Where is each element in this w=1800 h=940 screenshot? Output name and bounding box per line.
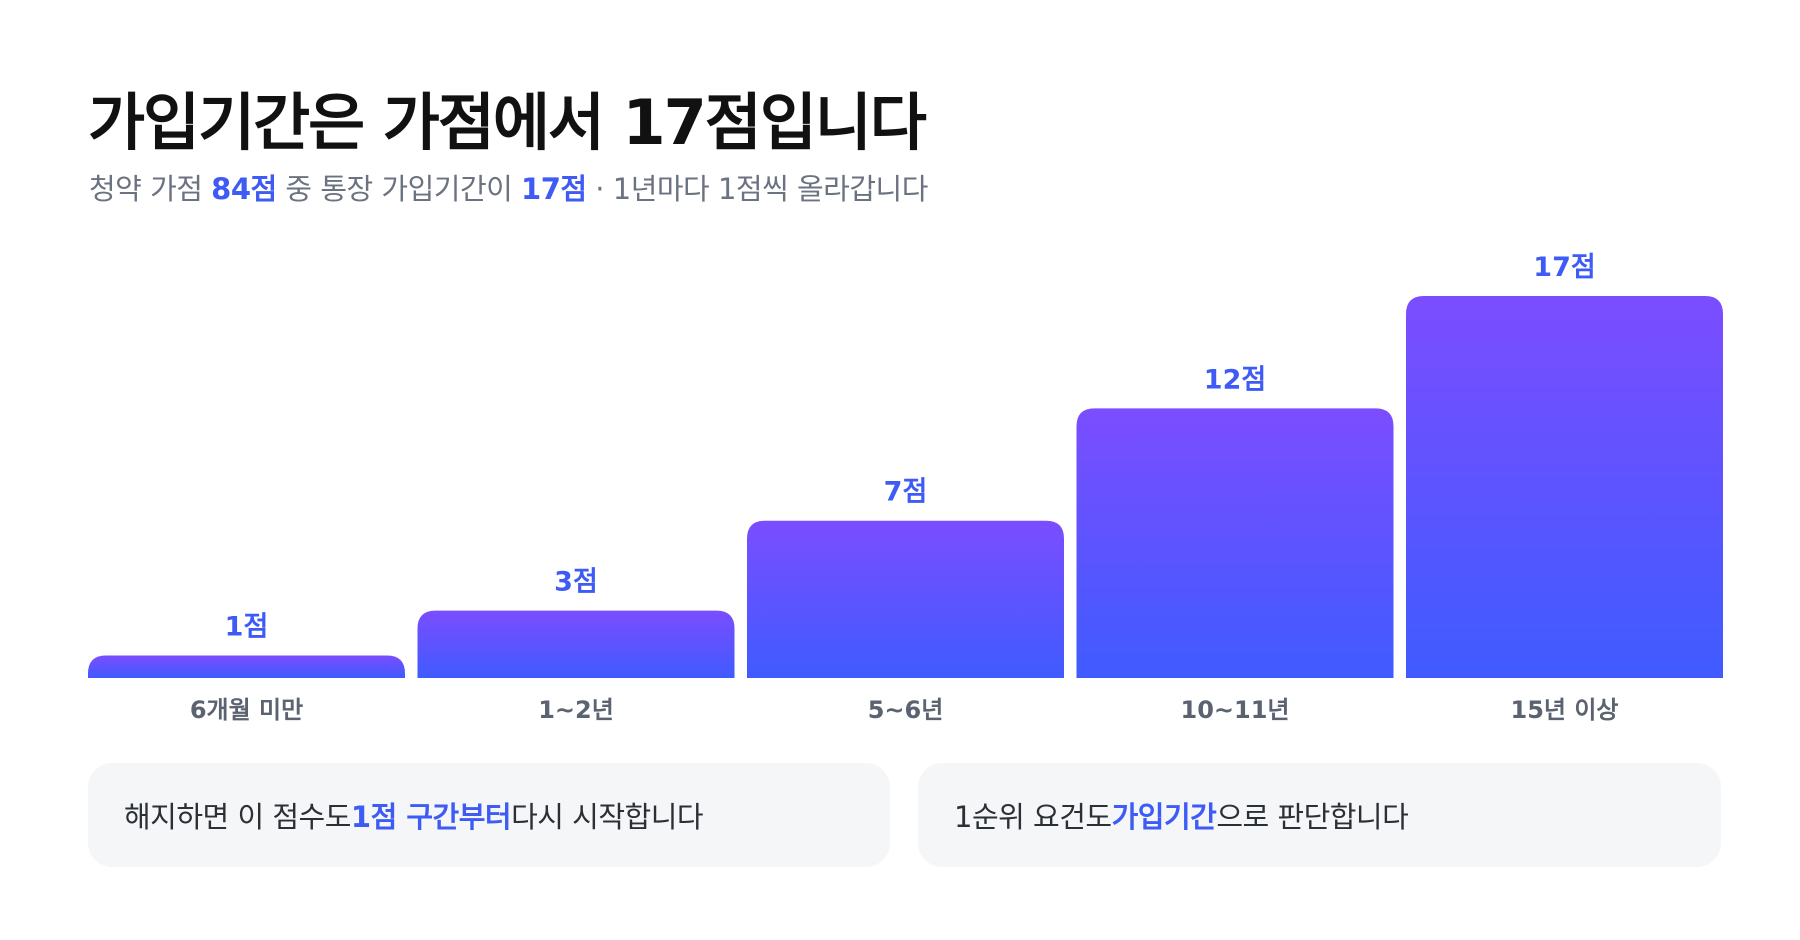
subtitle-text-1: 청약 가점 bbox=[89, 172, 212, 206]
category-label-5: 15년 이상 bbox=[1511, 696, 1619, 724]
subtitle-highlight-period: 17점 bbox=[521, 172, 587, 206]
callout-reset-text-2: 다시 시작합니다 bbox=[511, 800, 704, 834]
callout-priority-text-1: 1순위 요건도 bbox=[954, 800, 1112, 834]
page-subtitle: 청약 가점 84점 중 통장 가입기간이 17점 · 1년마다 1점씩 올라갑니… bbox=[89, 166, 928, 208]
bar-value-label-3: 7점 bbox=[884, 477, 928, 508]
page-title: 가입기간은 가점에서 17점입니다 bbox=[88, 86, 927, 159]
bar-4 bbox=[1076, 408, 1394, 678]
bar-2 bbox=[417, 610, 735, 678]
bar-5 bbox=[1406, 296, 1723, 678]
callout-reset-highlight: 1점 구간부터 bbox=[350, 800, 512, 834]
bar-value-label-4: 12점 bbox=[1204, 364, 1266, 395]
category-label-2: 1~2년 bbox=[538, 696, 614, 724]
bar-value-label-2: 3점 bbox=[554, 567, 598, 598]
callout-reset-note: 해지하면 이 점수도 1점 구간부터 다시 시작합니다 bbox=[88, 763, 890, 867]
callout-priority-note: 1순위 요건도 가입기간 으로 판단합니다 bbox=[918, 763, 1721, 867]
bars-layer: 1점 6개월 미만 3점 1~2년 7점 5~6년 12점 10~11년 17점 15년 이상 bbox=[88, 252, 1723, 724]
bar-value-label-1: 1점 bbox=[225, 612, 269, 643]
callout-priority-text-2: 으로 판단합니다 bbox=[1216, 800, 1409, 834]
bar-3 bbox=[747, 520, 1064, 678]
category-label-3: 5~6년 bbox=[868, 696, 944, 724]
subtitle-text-3: · 1년마다 1점씩 올라갑니다 bbox=[586, 172, 928, 206]
category-label-4: 10~11년 bbox=[1181, 696, 1290, 724]
callout-priority-highlight: 가입기간 bbox=[1111, 800, 1217, 834]
bar-value-label-5: 17점 bbox=[1533, 252, 1595, 283]
bar-1 bbox=[88, 655, 405, 678]
callout-reset-text-1: 해지하면 이 점수도 bbox=[124, 800, 351, 834]
subtitle-text-2: 중 통장 가입기간이 bbox=[276, 172, 522, 206]
category-label-1: 6개월 미만 bbox=[190, 696, 303, 724]
subtitle-highlight-total: 84점 bbox=[211, 172, 277, 206]
